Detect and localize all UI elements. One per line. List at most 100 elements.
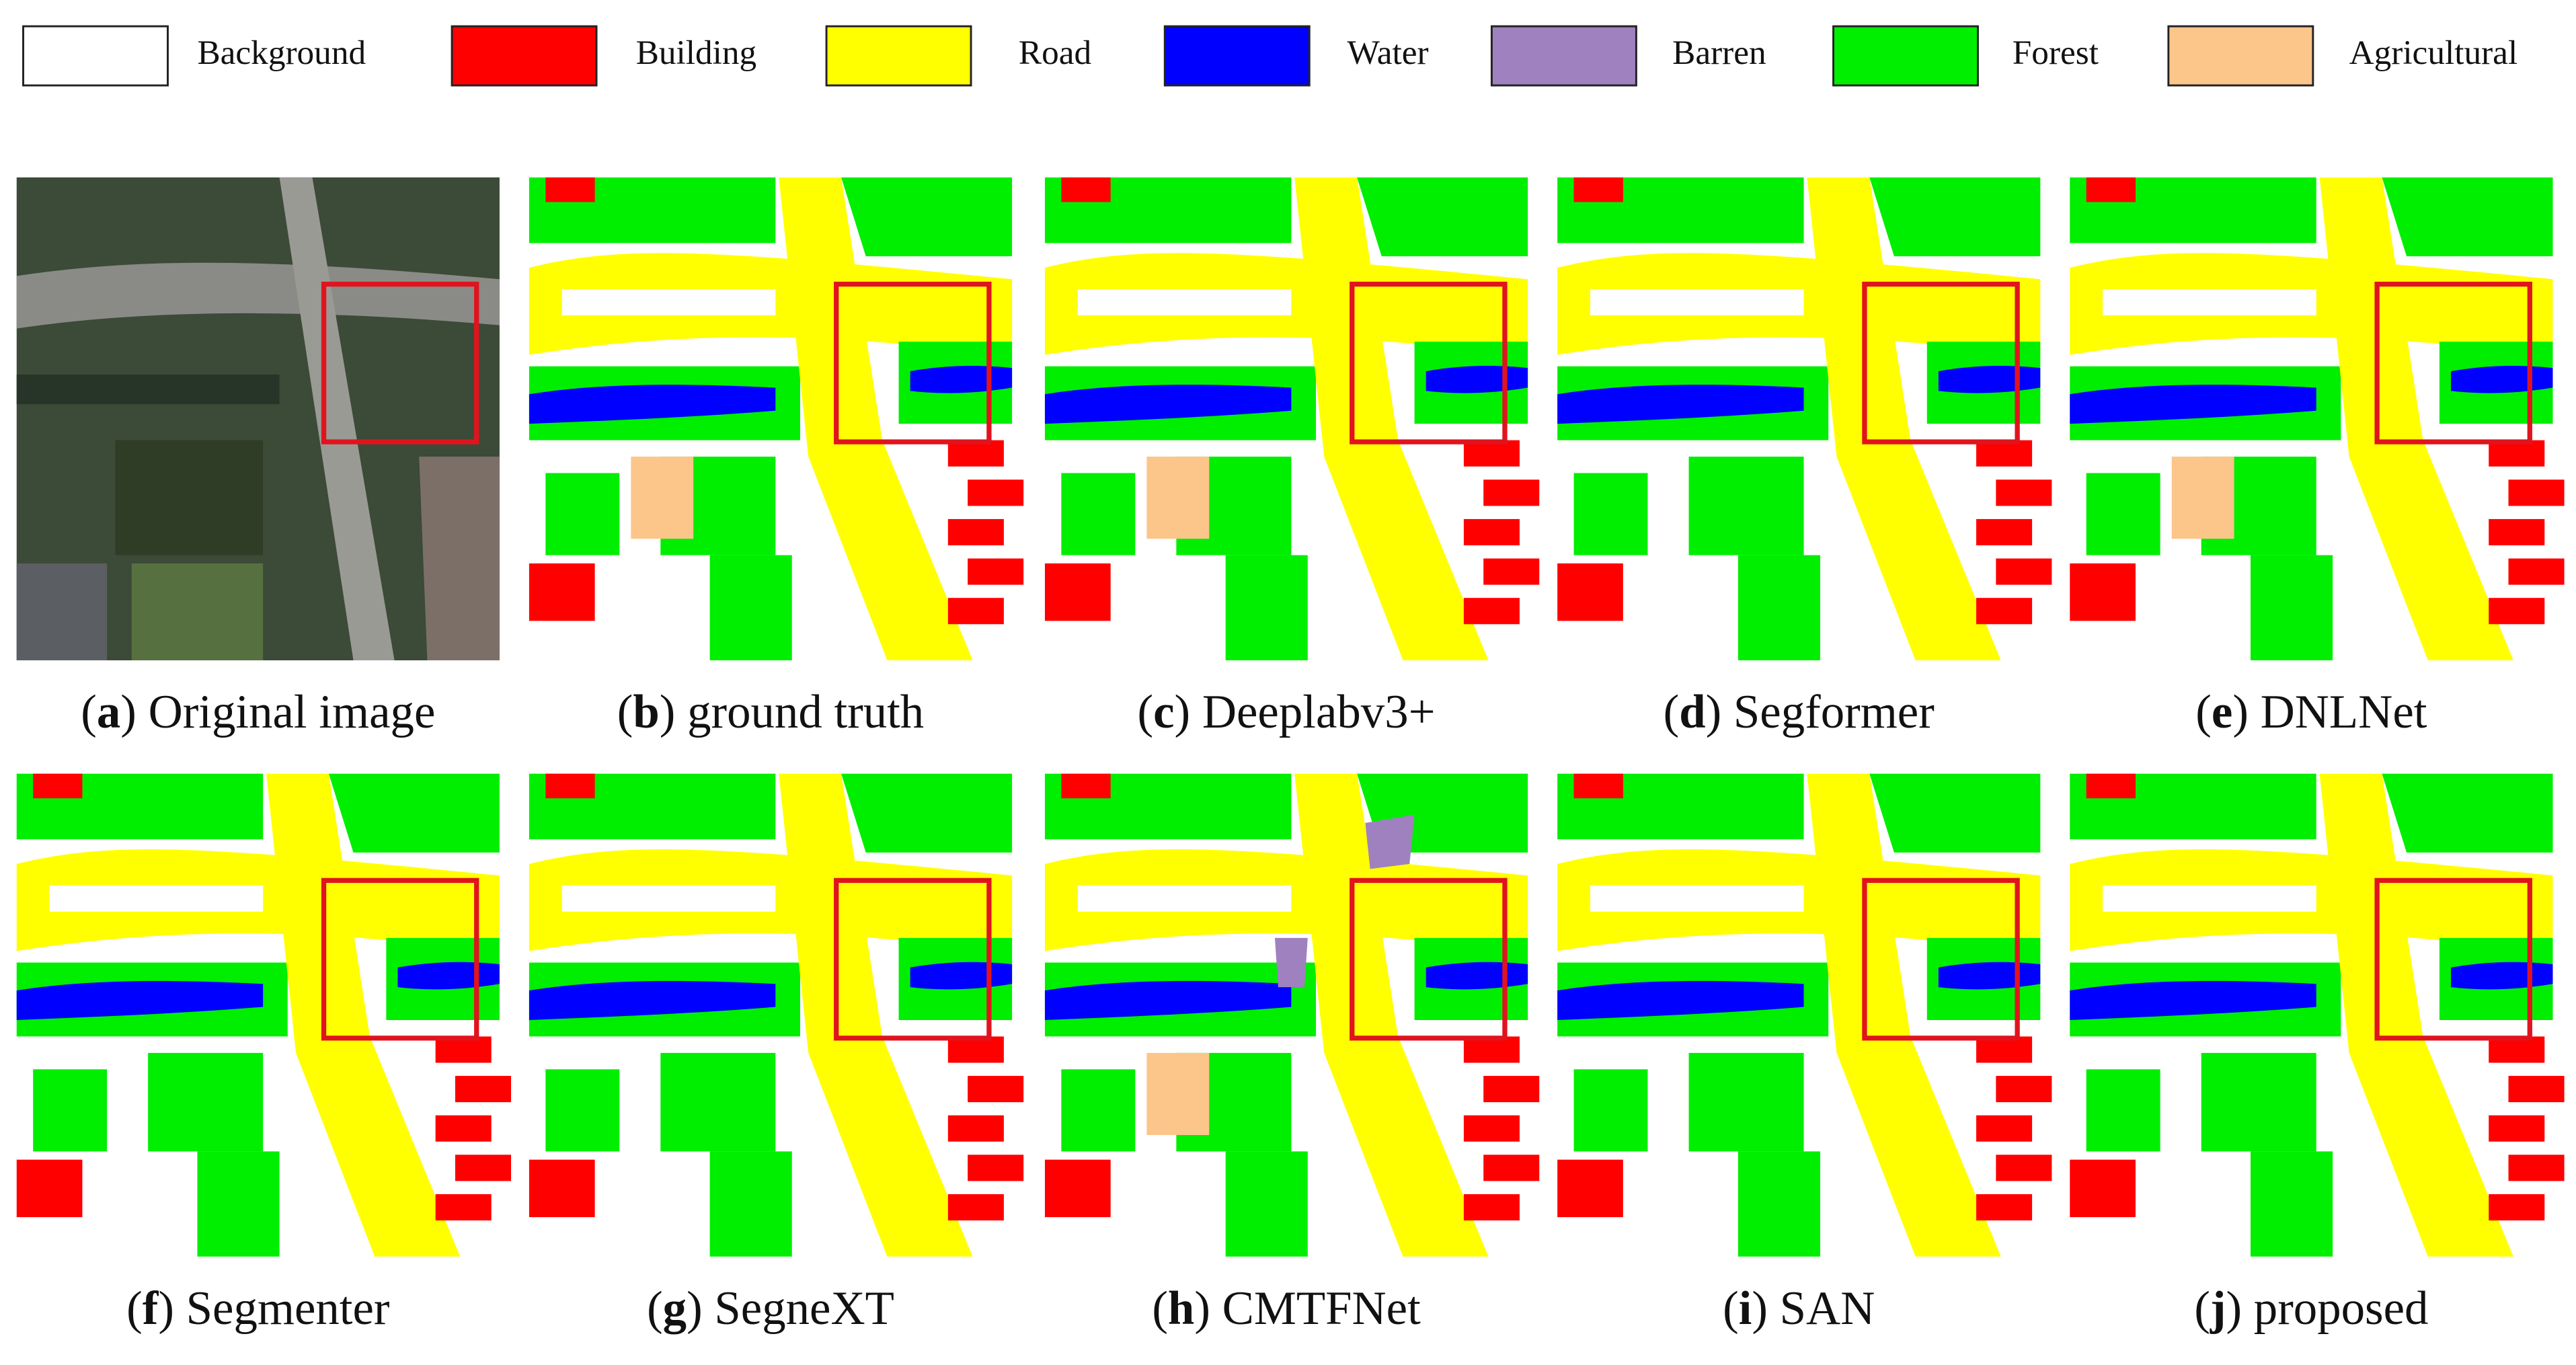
class-building bbox=[2489, 440, 2545, 467]
highlight-box bbox=[321, 878, 479, 1041]
class-building bbox=[1976, 518, 2033, 546]
panel-caption: (j) proposed bbox=[2194, 1282, 2428, 1335]
class-building bbox=[1976, 598, 2033, 625]
caption-part: i bbox=[1739, 1282, 1752, 1335]
class-water bbox=[2451, 962, 2553, 990]
class-building bbox=[968, 558, 1024, 585]
caption-part: h bbox=[1168, 1282, 1194, 1335]
class-road bbox=[779, 177, 973, 661]
class-forest bbox=[2251, 1151, 2333, 1257]
class-building bbox=[1463, 598, 1520, 625]
class-water bbox=[529, 385, 776, 424]
class-building bbox=[455, 1155, 512, 1181]
class-building bbox=[1996, 479, 2052, 506]
class-road bbox=[1807, 177, 2001, 661]
class-building bbox=[2508, 558, 2565, 585]
class-building bbox=[968, 1155, 1024, 1181]
panel bbox=[2070, 177, 2565, 661]
class-forest bbox=[1688, 1052, 1804, 1152]
class-building bbox=[947, 1036, 1004, 1063]
class-forest bbox=[148, 1052, 264, 1152]
panel bbox=[1557, 773, 2052, 1257]
class-building bbox=[16, 1159, 83, 1218]
class-building bbox=[2508, 479, 2565, 506]
satellite-road bbox=[279, 177, 395, 661]
class-building bbox=[1483, 1155, 1540, 1181]
class-agricultural bbox=[1146, 1052, 1210, 1136]
class-forest bbox=[545, 1069, 620, 1152]
class-background bbox=[561, 885, 776, 912]
class-background bbox=[2103, 885, 2316, 912]
class-building bbox=[2489, 598, 2545, 625]
class-building bbox=[2086, 773, 2136, 799]
legend-label: Forest bbox=[2013, 34, 2099, 72]
class-water bbox=[2070, 385, 2316, 424]
caption-part: g bbox=[663, 1282, 687, 1335]
legend-label: Barren bbox=[1672, 34, 1766, 72]
class-building bbox=[529, 563, 595, 621]
class-agricultural bbox=[2171, 457, 2234, 539]
class-building bbox=[947, 518, 1004, 546]
class-forest bbox=[841, 773, 1013, 853]
caption-part: ( bbox=[1152, 1282, 1168, 1335]
highlight-box bbox=[1350, 281, 1508, 444]
caption-part: ( bbox=[2195, 686, 2212, 738]
class-building bbox=[1557, 1159, 1623, 1218]
class-building bbox=[1061, 177, 1111, 202]
class-forest bbox=[709, 1151, 792, 1257]
highlight-box bbox=[2374, 878, 2532, 1041]
class-building bbox=[1996, 1155, 2052, 1181]
class-forest bbox=[1225, 1151, 1308, 1257]
caption-part: b bbox=[633, 686, 659, 738]
class-forest bbox=[1225, 555, 1308, 661]
class-building bbox=[2489, 518, 2545, 546]
class-forest bbox=[1869, 773, 2041, 853]
caption-part: ) Deeplabv3+ bbox=[1175, 686, 1436, 738]
panel-caption: (c) Deeplabv3+ bbox=[1138, 686, 1436, 738]
class-building bbox=[2489, 1194, 2545, 1221]
legend-label: Building bbox=[636, 34, 757, 72]
class-building bbox=[1463, 1194, 1520, 1221]
class-water bbox=[1044, 385, 1292, 424]
class-water bbox=[910, 962, 1013, 990]
class-forest bbox=[1869, 177, 2041, 257]
class-forest bbox=[2382, 773, 2553, 853]
caption-part: ( bbox=[1723, 1282, 1739, 1335]
caption-part: ( bbox=[1664, 686, 1680, 738]
legend-swatch bbox=[451, 25, 598, 87]
class-building bbox=[1996, 1076, 2052, 1103]
class-building bbox=[1463, 440, 1520, 467]
class-building bbox=[1976, 440, 2033, 467]
class-barren bbox=[1365, 814, 1415, 869]
caption-part: a bbox=[97, 686, 120, 738]
panel-caption: (i) SAN bbox=[1723, 1282, 1875, 1335]
class-building bbox=[1463, 1115, 1520, 1142]
class-water bbox=[1044, 980, 1292, 1021]
highlight-box bbox=[321, 281, 479, 444]
legend-label: Background bbox=[197, 34, 366, 72]
caption-part: ) Original image bbox=[120, 686, 435, 738]
class-forest bbox=[1061, 473, 1136, 555]
class-road bbox=[2319, 177, 2513, 661]
class-background bbox=[1077, 885, 1292, 912]
panel-caption: (a) Original image bbox=[81, 686, 435, 738]
class-building bbox=[1557, 563, 1623, 621]
caption-part: ( bbox=[617, 686, 633, 738]
class-water bbox=[910, 365, 1013, 393]
caption-part: e bbox=[2212, 686, 2232, 738]
legend-swatch bbox=[1490, 25, 1637, 87]
class-road bbox=[2319, 773, 2513, 1257]
class-building bbox=[1483, 1076, 1540, 1103]
caption-part: ) DNLNet bbox=[2232, 686, 2427, 738]
class-forest bbox=[2251, 555, 2333, 661]
caption-part: ( bbox=[126, 1282, 143, 1335]
class-building bbox=[1044, 1159, 1111, 1218]
class-background bbox=[1590, 885, 1804, 912]
class-building bbox=[947, 1115, 1004, 1142]
class-building bbox=[968, 1076, 1024, 1103]
class-building bbox=[1976, 1115, 2033, 1142]
class-road bbox=[1294, 773, 1489, 1257]
panel bbox=[1044, 773, 1540, 1257]
